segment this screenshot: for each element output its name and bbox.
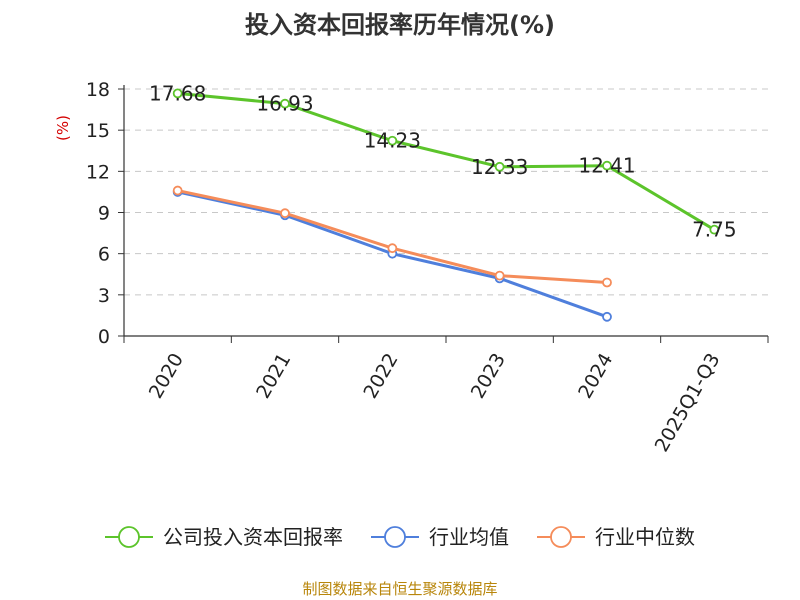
legend-circle-marker bbox=[384, 526, 406, 548]
series-lines bbox=[172, 88, 720, 322]
y-tick-label: 15 bbox=[86, 120, 110, 142]
y-tick-label: 6 bbox=[98, 244, 110, 266]
data-point bbox=[602, 160, 612, 171]
data-point bbox=[494, 270, 505, 281]
x-tick-label: 2022 bbox=[359, 350, 402, 403]
chart-title: 投入资本回报率历年情况(%) bbox=[245, 11, 555, 39]
x-tick-label: 2023 bbox=[467, 349, 510, 402]
axes: 0 3 6 9 12 15 18 2020 2021 2022 2023 2024 2025Q1-Q3 bbox=[86, 79, 769, 456]
y-axis-unit: (%) bbox=[54, 115, 72, 141]
legend-circle-marker bbox=[550, 526, 572, 548]
y-tick-label: 18 bbox=[86, 79, 110, 101]
gridlines bbox=[124, 88, 768, 296]
data-point bbox=[280, 208, 290, 219]
data-point bbox=[387, 135, 398, 146]
series-line bbox=[177, 91, 716, 231]
data-labels: 17.68 16.93 14.23 12.33 12.41 7.75 bbox=[149, 81, 737, 241]
data-label: 16.93 bbox=[256, 92, 313, 116]
data-point bbox=[602, 311, 612, 322]
x-tick-label: 2025Q1-Q3 bbox=[651, 350, 725, 456]
data-point bbox=[602, 277, 612, 288]
data-point bbox=[387, 243, 398, 254]
data-label: 12.41 bbox=[578, 154, 635, 178]
data-point bbox=[494, 161, 505, 172]
x-tick-label: 2021 bbox=[252, 350, 295, 403]
legend: 公司投入资本回报率 行业均值 行业中位数 bbox=[105, 525, 695, 549]
data-label: 12.33 bbox=[471, 155, 528, 179]
legend-label: 行业均值 bbox=[429, 525, 509, 549]
data-point bbox=[172, 185, 183, 196]
y-tick-label: 3 bbox=[98, 285, 110, 307]
x-tick-label: 2020 bbox=[145, 350, 188, 403]
series-line bbox=[177, 189, 608, 284]
y-tick-label: 9 bbox=[98, 203, 110, 225]
data-label: 17.68 bbox=[149, 81, 206, 105]
data-point bbox=[280, 98, 290, 109]
legend-label: 公司投入资本回报率 bbox=[163, 525, 343, 549]
data-point bbox=[709, 224, 720, 235]
y-tick-label: 12 bbox=[86, 161, 110, 183]
source-note: 制图数据来自恒生聚源数据库 bbox=[302, 580, 497, 598]
data-point bbox=[172, 88, 183, 99]
data-label: 14.23 bbox=[364, 129, 421, 153]
data-label: 7.75 bbox=[692, 218, 737, 242]
legend-circle-marker bbox=[118, 526, 140, 548]
y-tick-label: 0 bbox=[98, 326, 110, 348]
x-tick-label: 2024 bbox=[574, 350, 617, 403]
legend-label: 行业中位数 bbox=[595, 525, 695, 549]
